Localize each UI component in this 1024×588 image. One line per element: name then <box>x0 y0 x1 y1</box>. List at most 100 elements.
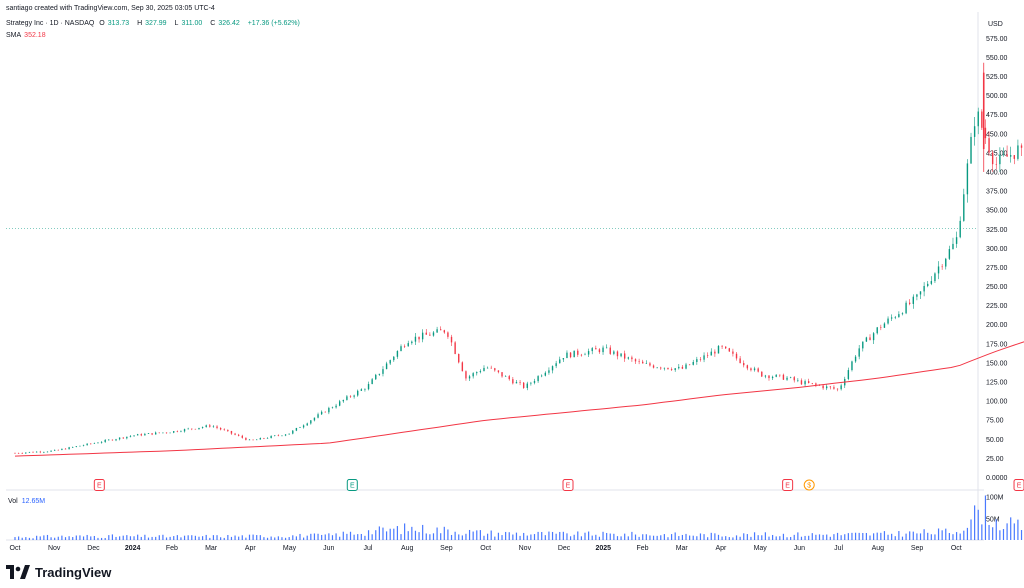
volume-bar <box>497 532 500 540</box>
candle-body <box>32 451 34 453</box>
candle-body <box>64 448 67 450</box>
volume-bar <box>858 532 860 540</box>
volume-bar <box>468 529 471 540</box>
volume-bar <box>241 535 243 540</box>
candle-body <box>252 439 254 441</box>
candle-body <box>912 296 914 304</box>
volume-bar <box>678 536 680 540</box>
candle-body <box>652 365 655 368</box>
volume-bar <box>901 536 904 540</box>
volume-bar <box>303 537 305 540</box>
volume-bar <box>212 535 215 540</box>
volume-bar <box>771 534 774 540</box>
candle-body <box>699 359 702 360</box>
candle-body <box>807 381 810 384</box>
candle-body <box>183 429 186 432</box>
candle-body <box>1002 154 1005 155</box>
candle-body <box>840 385 842 390</box>
price-tick-label: 550.00 <box>986 55 1008 62</box>
volume-bar <box>649 535 651 540</box>
candle-body <box>642 361 644 364</box>
volume-bar <box>505 531 507 540</box>
candle-body <box>804 381 806 385</box>
volume-bar <box>198 536 200 540</box>
candle-body <box>757 368 759 372</box>
candle-body <box>923 286 925 292</box>
candle-body <box>357 390 359 396</box>
candle-body <box>338 401 341 406</box>
candle-body <box>551 366 554 371</box>
candle-body <box>519 382 521 383</box>
candle-body <box>53 449 56 451</box>
candle-body <box>432 332 435 336</box>
volume-bar <box>541 531 543 540</box>
candle-body <box>869 337 871 341</box>
candle-body <box>508 376 510 380</box>
volume-bar <box>14 537 16 540</box>
volume-bar <box>393 528 395 540</box>
volume-bar <box>385 531 388 540</box>
candle-body <box>883 323 886 328</box>
volume-bar <box>692 535 694 540</box>
time-tick-label: Dec <box>558 545 571 552</box>
candle-body <box>966 163 969 195</box>
volume-bar <box>357 534 359 540</box>
candle-body <box>46 451 49 453</box>
volume-bar <box>180 537 182 540</box>
candle-body <box>890 317 893 319</box>
candle-body <box>678 366 680 369</box>
volume-bar <box>97 537 99 540</box>
price-tick-label: 175.00 <box>986 341 1008 348</box>
candle-body <box>598 349 601 353</box>
sma-line <box>14 341 1024 457</box>
candle-body <box>789 377 792 378</box>
volume-bar <box>486 533 489 540</box>
candle-body <box>1006 154 1008 157</box>
volume-bar <box>555 533 557 540</box>
candle-body <box>396 351 399 357</box>
volume-bar <box>573 534 575 540</box>
volume-bar <box>804 535 806 540</box>
candle-body <box>180 431 182 432</box>
candle-body <box>937 266 940 274</box>
volume-bar <box>537 531 539 540</box>
candle-body <box>728 348 731 352</box>
candle-body <box>212 426 215 428</box>
volume-bar <box>551 531 554 540</box>
tradingview-logo[interactable]: TradingView <box>6 564 111 580</box>
volume-bar <box>909 531 911 540</box>
candle-body <box>57 449 59 451</box>
candle-body <box>147 433 150 434</box>
volume-bar <box>371 534 373 540</box>
volume-bar <box>826 534 828 540</box>
candle-body <box>349 396 352 397</box>
volume-bar <box>353 534 355 540</box>
candle-body <box>663 367 666 369</box>
volume-bar <box>494 536 496 540</box>
volume-bar <box>530 534 532 540</box>
volume-bar <box>252 534 254 540</box>
candle-body <box>544 372 547 376</box>
candle-body <box>454 342 456 354</box>
volume-bar <box>436 527 438 540</box>
time-tick-label: Aug <box>872 545 885 552</box>
volume-bar <box>375 530 377 540</box>
volume-bar <box>458 534 460 540</box>
volume-bar <box>696 536 698 540</box>
candle-body <box>295 427 298 431</box>
candle-body <box>411 341 413 344</box>
volume-bar <box>703 534 705 540</box>
volume-bar <box>183 535 186 540</box>
volume-bar <box>64 537 67 540</box>
candle-body <box>991 152 994 165</box>
sma-legend: SMA 352.18 <box>6 31 49 40</box>
candle-body <box>530 382 532 384</box>
volume-bar <box>732 537 734 540</box>
candle-body <box>263 438 265 439</box>
volume-bar <box>930 534 932 540</box>
candle-body <box>876 327 878 334</box>
volume-bar <box>306 535 308 540</box>
candle-body <box>331 407 334 408</box>
price-tick-label: 275.00 <box>986 265 1008 272</box>
